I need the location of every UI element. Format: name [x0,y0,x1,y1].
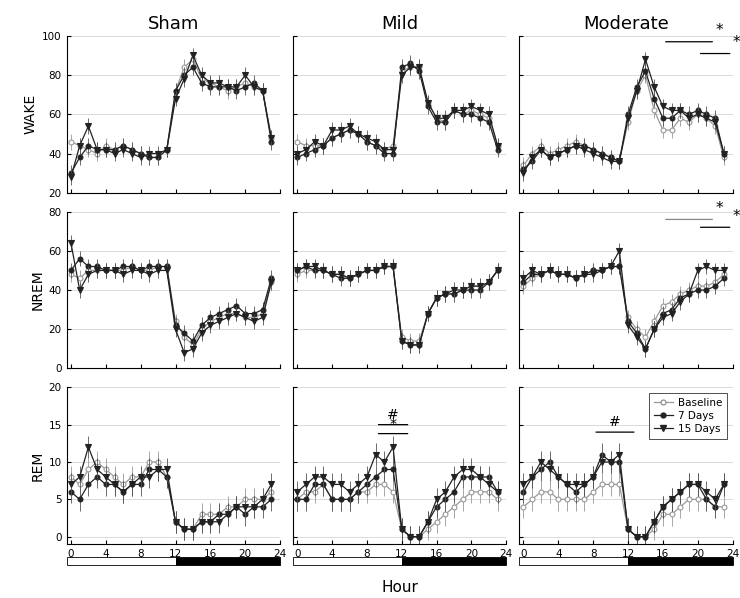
Legend: Baseline, 7 Days, 15 Days: Baseline, 7 Days, 15 Days [649,392,727,439]
FancyBboxPatch shape [628,557,733,565]
Y-axis label: WAKE: WAKE [24,94,38,135]
Title: Mild: Mild [381,15,418,33]
Y-axis label: REM: REM [30,450,44,481]
Text: #: # [387,408,399,422]
Title: Sham: Sham [148,15,199,33]
Text: #: # [609,415,621,429]
FancyBboxPatch shape [519,557,628,565]
FancyBboxPatch shape [402,557,506,565]
Text: *: * [733,35,740,50]
FancyBboxPatch shape [293,557,402,565]
Text: *: * [715,23,723,38]
Title: Moderate: Moderate [583,15,669,33]
Y-axis label: NREM: NREM [30,270,44,310]
FancyBboxPatch shape [175,557,280,565]
Text: Hour: Hour [381,580,418,595]
Text: *: * [733,209,740,224]
Text: *: * [389,417,397,431]
Text: *: * [715,202,723,216]
FancyBboxPatch shape [67,557,175,565]
